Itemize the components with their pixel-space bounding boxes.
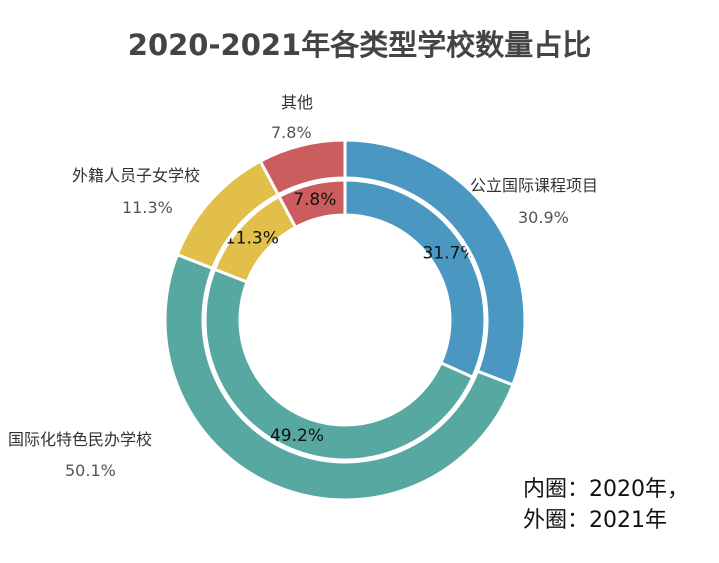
outer-label-3: 其他 <box>281 93 314 112</box>
outer-ring-slice-1 <box>163 252 515 502</box>
outer-label-0: 公立国际课程项目 <box>470 176 599 195</box>
outer-label-1: 国际化特色民办学校 <box>8 430 153 449</box>
inner-ring-slice-1 <box>203 267 475 462</box>
outer-label-2: 外籍人员子女学校 <box>72 166 201 185</box>
inner-value-label-3: 7.8% <box>293 190 336 210</box>
inner-value-label-2: 11.3% <box>225 228 279 248</box>
outer-value-0: 30.9% <box>518 208 569 227</box>
inner-value-label-1: 49.2% <box>270 426 324 446</box>
outer-value-1: 50.1% <box>65 461 116 480</box>
note-line-1: 内圈：2020年， <box>523 477 689 502</box>
ring-legend-note: 内圈：2020年， 外圈：2021年 <box>523 474 689 536</box>
note-line-2: 外圈：2021年 <box>523 508 667 533</box>
outer-value-3: 7.8% <box>271 123 312 142</box>
inner-value-label-0: 31.7% <box>422 243 476 263</box>
outer-value-2: 11.3% <box>122 198 173 217</box>
inner-ring-slice-3 <box>277 178 347 230</box>
outer-ring-slice-3 <box>258 138 347 197</box>
chart-title: 2020-2021年各类型学校数量占比 <box>127 28 592 62</box>
